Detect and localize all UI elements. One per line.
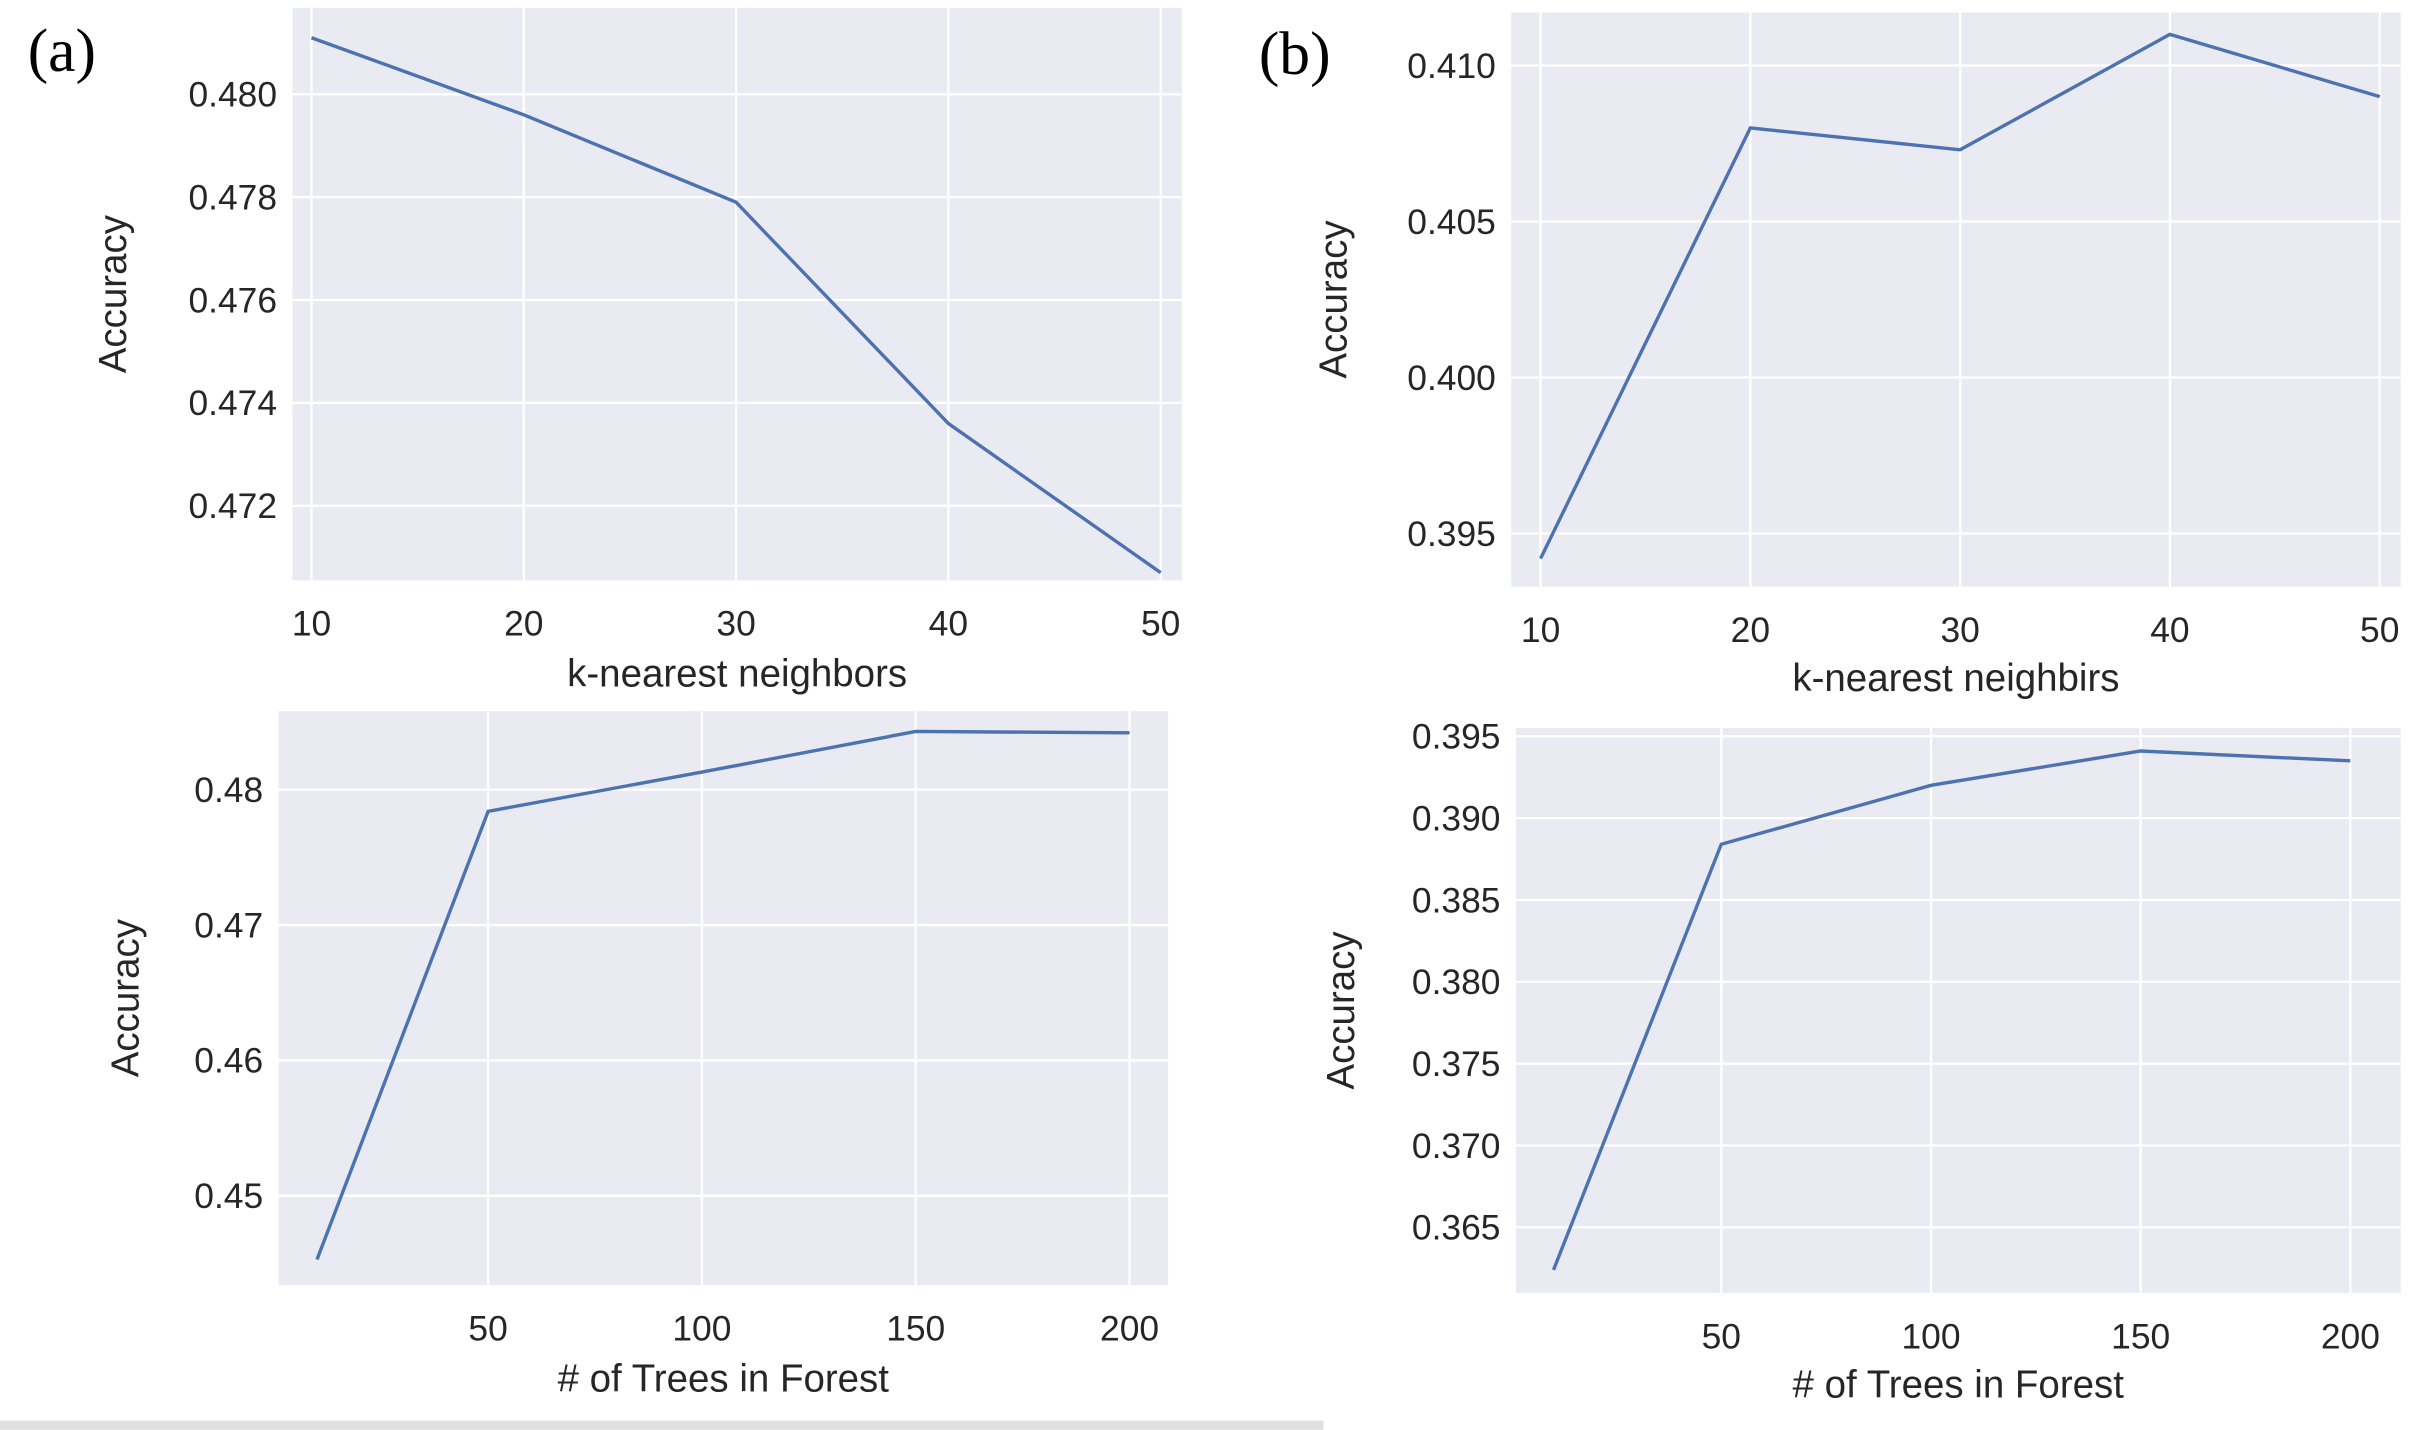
chart-4: 0.365 0.370 0.375 0.380 0.385 0.390 0.395 50 100… [1320, 718, 2401, 1407]
x-tick-label: 100 [672, 1310, 731, 1349]
y-tick-label: 0.480 [188, 76, 277, 115]
y-tick-label: 0.46 [194, 1042, 263, 1081]
x-tick-label: 20 [1731, 611, 1770, 650]
y-axis-label: Accuracy [105, 918, 148, 1077]
x-axis-label: # of Trees in Forest [558, 1357, 890, 1400]
y-tick-label: 0.405 [1407, 203, 1496, 242]
chart-2: 0.395 0.400 0.405 0.410 10 20 30 40 50 k-nearest … [1313, 12, 2401, 700]
x-tick-label: 10 [1521, 611, 1560, 650]
y-tick-label: 0.365 [1412, 1209, 1501, 1248]
y-tick-label: 0.47 [194, 906, 263, 945]
bottom-strip [0, 1420, 1324, 1430]
y-tick-label: 0.385 [1412, 881, 1501, 920]
x-tick-label: 40 [929, 605, 968, 644]
y-tick-label: 0.395 [1412, 718, 1501, 757]
x-tick-label: 40 [2150, 611, 2189, 650]
y-tick-label: 0.472 [188, 487, 277, 526]
x-tick-label: 30 [716, 605, 755, 644]
x-tick-label: 30 [1940, 611, 1979, 650]
plot-area [1515, 728, 2401, 1293]
x-tick-label: 50 [1141, 605, 1180, 644]
y-tick-label: 0.400 [1407, 359, 1496, 398]
y-axis-label: Accuracy [92, 214, 135, 373]
y-tick-label: 0.48 [194, 771, 263, 810]
y-tick-label: 0.380 [1412, 963, 1501, 1002]
plot-area [1511, 12, 2401, 587]
panel-label-b: (b) [1259, 20, 1331, 88]
y-tick-label: 0.476 [188, 281, 277, 320]
y-tick-label: 0.474 [188, 384, 277, 423]
y-axis-label: Accuracy [1313, 220, 1356, 379]
x-tick-label: 150 [2111, 1317, 2170, 1356]
x-axis-label: # of Trees in Forest [1793, 1364, 2125, 1407]
x-tick-label: 100 [1901, 1317, 1960, 1356]
panel-label-a: (a) [28, 17, 96, 85]
x-tick-label: 10 [292, 605, 331, 644]
chart-3: 0.45 0.46 0.47 0.48 50 100 150 200 # of Trees in… [105, 711, 1169, 1400]
y-tick-label: 0.390 [1412, 799, 1501, 838]
y-tick-label: 0.45 [194, 1177, 263, 1216]
x-tick-label: 50 [1702, 1317, 1741, 1356]
x-tick-label: 50 [2360, 611, 2399, 650]
y-tick-label: 0.370 [1412, 1127, 1501, 1166]
x-axis-label: k-nearest neighbirs [1792, 657, 2119, 700]
chart-1: 0.472 0.474 0.476 0.478 0.480 10 20 30 40 50 k-nea… [92, 7, 1182, 696]
x-tick-label: 200 [2321, 1317, 2380, 1356]
x-tick-label: 200 [1100, 1310, 1159, 1349]
x-tick-label: 50 [468, 1310, 507, 1349]
plot-area [278, 711, 1169, 1286]
x-axis-label: k-nearest neighbors [567, 653, 907, 696]
y-tick-label: 0.410 [1407, 47, 1496, 86]
y-tick-label: 0.375 [1412, 1045, 1501, 1084]
y-tick-label: 0.395 [1407, 515, 1496, 554]
y-tick-label: 0.478 [188, 178, 277, 217]
x-tick-label: 20 [504, 605, 543, 644]
x-tick-label: 150 [886, 1310, 945, 1349]
y-axis-label: Accuracy [1320, 931, 1363, 1090]
